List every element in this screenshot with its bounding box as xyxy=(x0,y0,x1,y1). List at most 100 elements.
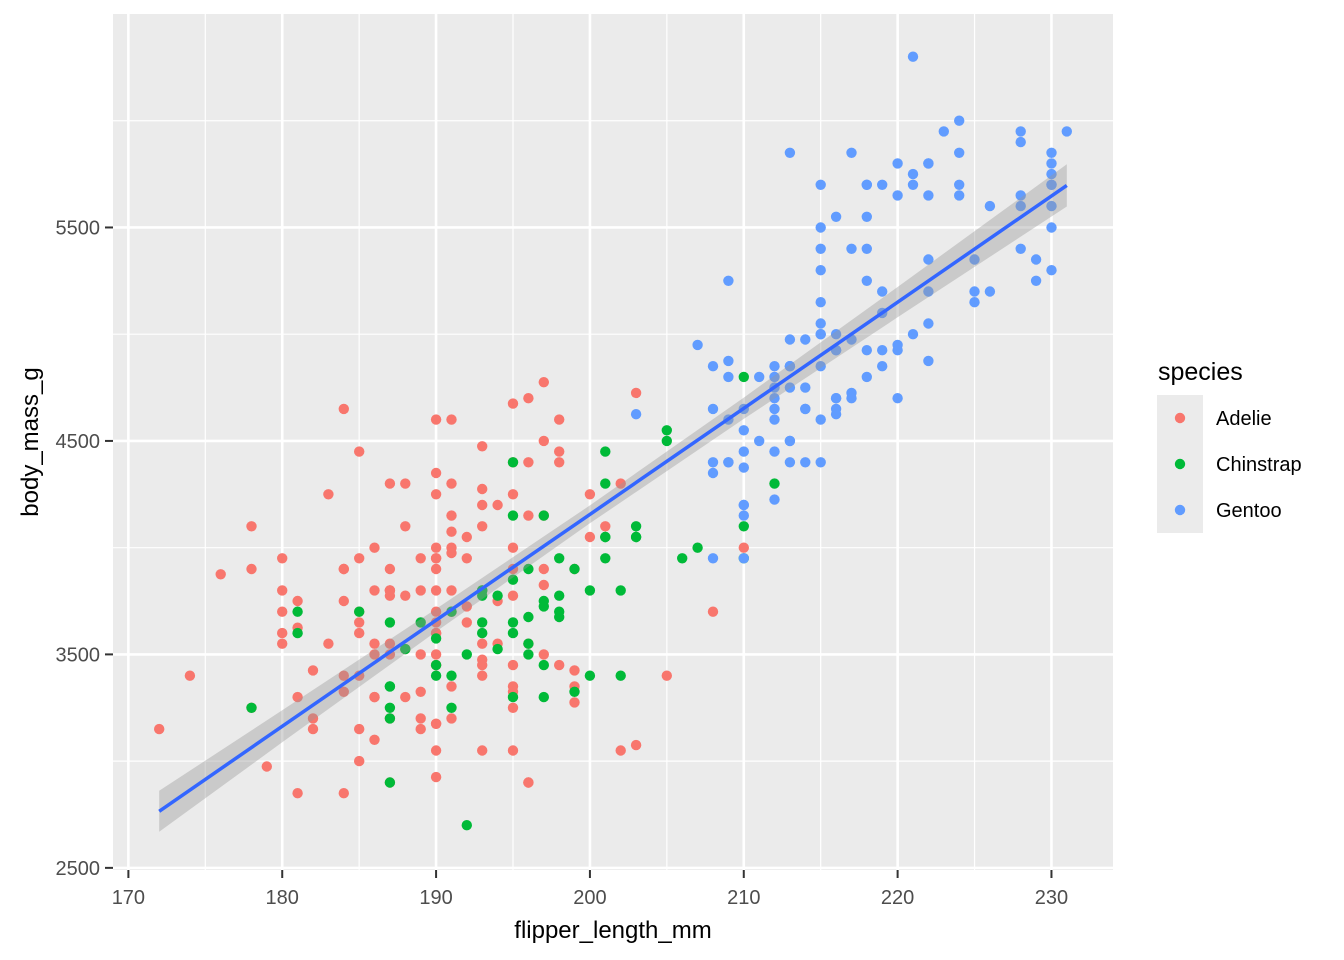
data-point-adelie xyxy=(369,542,380,553)
data-point-gentoo xyxy=(769,494,780,505)
data-point-gentoo xyxy=(800,403,811,415)
data-point-adelie xyxy=(538,649,549,660)
data-point-chinstrap xyxy=(523,611,534,623)
data-point-chinstrap xyxy=(584,670,596,681)
data-point-gentoo xyxy=(877,345,888,356)
data-point-adelie xyxy=(461,601,472,612)
data-point-chinstrap xyxy=(738,371,749,383)
data-point-adelie xyxy=(430,489,442,500)
data-point-adelie xyxy=(415,585,426,596)
data-point-adelie xyxy=(507,398,519,409)
data-point-gentoo xyxy=(815,222,826,233)
data-point-chinstrap xyxy=(461,820,472,831)
legend: species Adelie Chinstrap Gentoo xyxy=(1157,358,1302,533)
data-point-gentoo xyxy=(1046,222,1057,233)
legend-label: Adelie xyxy=(1216,408,1272,430)
x-tick-label: 190 xyxy=(419,887,452,909)
data-point-adelie xyxy=(277,638,288,649)
data-point-adelie xyxy=(154,723,165,735)
data-point-gentoo xyxy=(784,361,796,372)
data-point-gentoo xyxy=(830,211,842,222)
x-tick-label: 170 xyxy=(112,887,145,909)
data-point-adelie xyxy=(415,713,426,724)
data-point-adelie xyxy=(400,691,411,703)
data-point-gentoo xyxy=(861,345,872,356)
data-point-gentoo xyxy=(784,457,796,468)
data-point-adelie xyxy=(477,521,488,532)
data-point-gentoo xyxy=(707,457,719,468)
data-point-adelie xyxy=(338,686,349,697)
data-point-adelie xyxy=(569,697,580,708)
data-point-adelie xyxy=(430,553,442,564)
data-point-adelie xyxy=(354,446,365,457)
data-point-adelie xyxy=(523,393,534,404)
data-point-adelie xyxy=(477,638,488,649)
data-point-chinstrap xyxy=(569,686,580,697)
data-point-adelie xyxy=(415,723,426,735)
data-point-gentoo xyxy=(815,329,826,340)
data-point-adelie xyxy=(323,489,334,500)
data-point-adelie xyxy=(538,579,549,591)
data-point-adelie xyxy=(307,665,319,676)
data-point-chinstrap xyxy=(661,425,672,436)
data-point-chinstrap xyxy=(477,617,488,628)
data-point-gentoo xyxy=(707,467,719,479)
regression-line xyxy=(158,183,1068,813)
data-point-gentoo xyxy=(984,286,996,297)
data-point-chinstrap xyxy=(492,643,503,655)
data-point-gentoo xyxy=(954,179,965,190)
data-point-adelie xyxy=(523,777,534,788)
data-point-gentoo xyxy=(800,382,811,393)
data-point-gentoo xyxy=(738,510,749,521)
data-point-gentoo xyxy=(800,457,811,468)
data-point-adelie xyxy=(338,788,349,799)
data-point-chinstrap xyxy=(400,643,411,655)
data-point-adelie xyxy=(600,521,611,532)
data-point-gentoo xyxy=(923,286,934,297)
data-point-adelie xyxy=(323,638,334,649)
data-point-adelie xyxy=(430,649,442,660)
data-point-chinstrap xyxy=(554,590,565,601)
data-point-chinstrap xyxy=(523,649,534,660)
data-point-chinstrap xyxy=(523,563,534,575)
data-point-adelie xyxy=(430,606,442,617)
legend-swatch-chinstrap-icon xyxy=(1174,458,1186,470)
data-point-gentoo xyxy=(707,403,719,415)
data-point-gentoo xyxy=(769,361,780,372)
data-point-adelie xyxy=(630,387,642,399)
data-point-gentoo xyxy=(692,339,703,351)
data-point-gentoo xyxy=(769,414,780,425)
data-point-adelie xyxy=(400,478,411,489)
data-point-gentoo xyxy=(861,179,872,190)
data-point-gentoo xyxy=(907,179,919,190)
data-point-adelie xyxy=(369,585,380,596)
data-point-adelie xyxy=(446,713,457,724)
data-point-adelie xyxy=(261,761,272,772)
data-point-adelie xyxy=(477,745,488,756)
data-point-chinstrap xyxy=(538,691,549,703)
data-point-adelie xyxy=(246,521,257,532)
data-point-adelie xyxy=(584,531,596,543)
legend-entry-gentoo: Gentoo xyxy=(1157,487,1282,533)
data-point-adelie xyxy=(738,542,749,553)
smooth-layer xyxy=(158,164,1068,832)
x-tick-label: 210 xyxy=(727,887,760,909)
data-point-adelie xyxy=(354,723,365,735)
data-point-gentoo xyxy=(723,371,734,383)
data-point-adelie xyxy=(338,595,349,607)
data-point-adelie xyxy=(415,649,426,660)
legend-swatch-adelie-icon xyxy=(1174,412,1186,424)
data-point-adelie xyxy=(307,723,319,735)
data-point-chinstrap xyxy=(569,563,580,575)
data-point-gentoo xyxy=(892,158,903,169)
legend-title: species xyxy=(1158,358,1243,386)
data-point-chinstrap xyxy=(507,691,519,703)
data-point-gentoo xyxy=(723,275,734,286)
data-point-adelie xyxy=(569,665,580,676)
data-point-adelie xyxy=(630,739,642,751)
data-point-adelie xyxy=(354,553,365,564)
data-point-chinstrap xyxy=(507,457,519,468)
data-point-adelie xyxy=(338,563,349,575)
data-point-chinstrap xyxy=(615,670,626,681)
